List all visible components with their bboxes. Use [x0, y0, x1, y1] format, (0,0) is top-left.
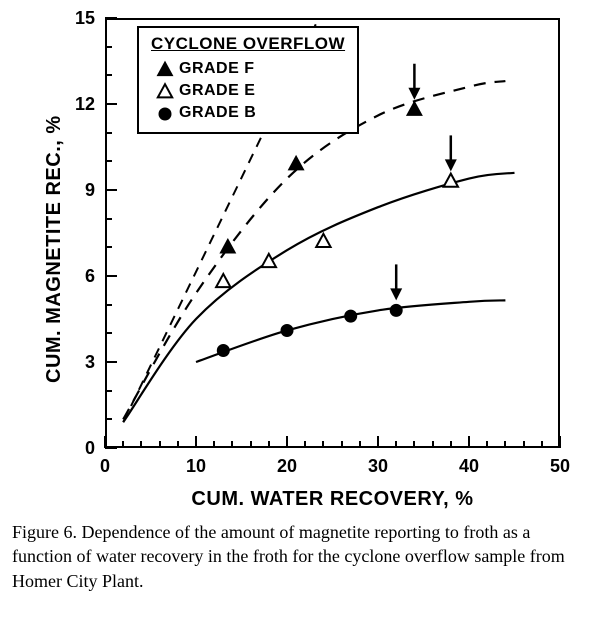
tick-label: 15 [75, 8, 95, 29]
tick-label: 50 [550, 456, 570, 477]
tick-label: 12 [75, 94, 95, 115]
tick-label: 30 [368, 456, 388, 477]
figure-caption: Figure 6. Dependence of the amount of ma… [12, 520, 587, 593]
legend-item-label: GRADE B [179, 104, 256, 122]
tick-label: 0 [100, 456, 110, 477]
y-axis-label: CUM. MAGNETITE REC., % [43, 115, 66, 383]
legend-item-label: GRADE F [179, 60, 255, 78]
tick-label: 20 [277, 456, 297, 477]
legend-item: GRADE F [151, 58, 345, 80]
tick-label: 10 [186, 456, 206, 477]
tick-label: 40 [459, 456, 479, 477]
legend-item: GRADE E [151, 80, 345, 102]
tick-label: 9 [85, 180, 95, 201]
x-axis-label: CUM. WATER RECOVERY, % [191, 488, 473, 511]
curve-grade_b [196, 300, 505, 362]
legend: CYCLONE OVERFLOW GRADE F GRADE E GRADE B [137, 26, 359, 134]
legend-title: CYCLONE OVERFLOW [151, 34, 345, 54]
legend-item-label: GRADE E [179, 82, 255, 100]
tick-label: 0 [85, 438, 95, 459]
tick-label: 3 [85, 352, 95, 373]
curve-grade_e [123, 173, 514, 422]
legend-item: GRADE B [151, 102, 345, 124]
tick-label: 6 [85, 266, 95, 287]
